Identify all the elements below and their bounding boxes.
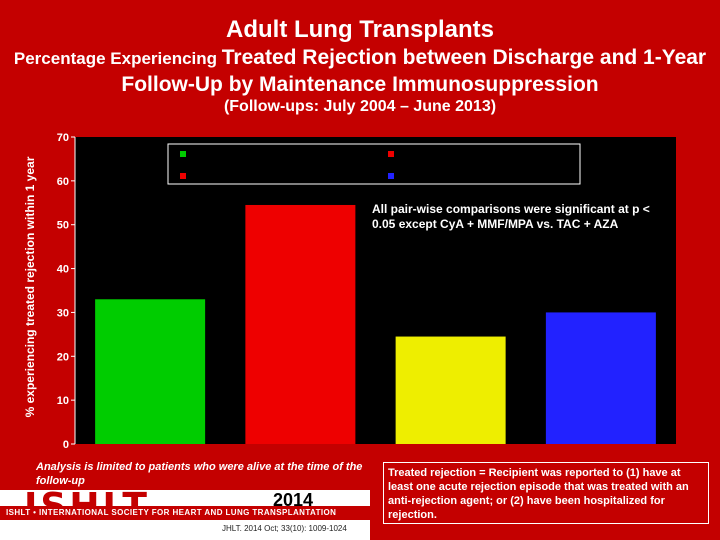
y-tick-label: 0 xyxy=(63,439,69,451)
followup-period: (Follow-ups: July 2004 – June 2013) xyxy=(223,98,497,115)
y-tick-label: 70 xyxy=(57,132,69,144)
page-title: Adult Lung Transplants xyxy=(226,16,494,43)
definition-note: Treated rejection = Recipient was report… xyxy=(383,462,709,524)
y-tick-label: 20 xyxy=(57,351,69,363)
y-tick-label: 10 xyxy=(57,395,69,407)
y-tick-label: 30 xyxy=(57,307,69,319)
y-tick-label: 50 xyxy=(57,220,69,232)
legend-swatch xyxy=(388,151,394,157)
legend-swatch xyxy=(388,173,394,179)
legend-box xyxy=(167,143,581,185)
bar xyxy=(245,204,356,444)
y-tick-label: 60 xyxy=(57,176,69,188)
society-name: ISHLT • INTERNATIONAL SOCIETY FOR HEART … xyxy=(0,506,370,520)
subtitle-rest: Treated Rejection between Discharge and … xyxy=(121,46,707,96)
legend-swatch xyxy=(180,173,186,179)
legend-swatch xyxy=(180,151,186,157)
significance-annotation: All pair-wise comparisons were significa… xyxy=(372,202,650,231)
bar xyxy=(95,299,206,444)
citation: JHLT. 2014 Oct; 33(10): 1009-1024 xyxy=(222,524,347,533)
report-year: 2014 xyxy=(272,490,314,510)
subtitle-lead: Percentage Experiencing xyxy=(13,49,222,68)
y-axis-label: % experiencing treated rejection within … xyxy=(23,156,37,418)
bar xyxy=(545,312,656,444)
bar xyxy=(395,336,506,444)
y-tick-label: 40 xyxy=(57,264,69,276)
page-subtitle: Percentage Experiencing Treated Rejectio… xyxy=(0,45,720,98)
analysis-note: Analysis is limited to patients who were… xyxy=(36,461,363,487)
